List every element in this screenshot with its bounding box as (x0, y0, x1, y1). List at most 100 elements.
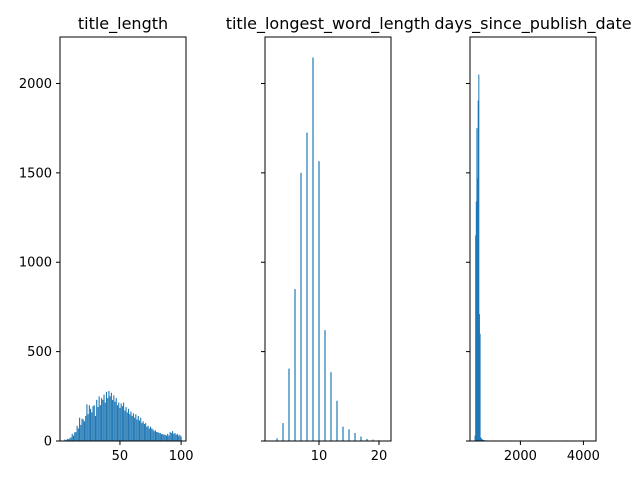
x-tick-label: 10 (311, 449, 328, 464)
y-tick-label: 1000 (19, 256, 52, 271)
histogram-bar (477, 178, 479, 441)
histogram-bar (75, 432, 77, 441)
x-tick-label: 50 (112, 449, 129, 464)
axes-frame (264, 36, 392, 442)
histogram-bar (153, 431, 155, 441)
histogram-bar (294, 289, 296, 441)
histogram-bar (180, 436, 182, 441)
histogram-bar (90, 408, 92, 441)
histogram-bar (324, 330, 326, 441)
subplot-title: days_since_publish_date (434, 14, 631, 34)
histogram-bar (312, 57, 314, 442)
x-tick-label: 2000 (504, 449, 537, 464)
histogram-bar (160, 434, 163, 441)
histogram-bar (478, 74, 480, 441)
histogram-bar (82, 419, 84, 441)
histogram-bar (105, 391, 108, 441)
histogram-bar (148, 428, 150, 441)
histogram-bar (85, 415, 87, 441)
histogram-bar (142, 421, 144, 441)
histogram-bar (300, 172, 302, 442)
histogram-bar (93, 405, 95, 441)
bar-series (64, 390, 182, 441)
histogram-bar (169, 432, 171, 441)
histogram-bar (68, 439, 70, 441)
histogram-bar (101, 398, 103, 441)
y-tick-label: 2000 (19, 77, 52, 92)
histogram-bar (178, 435, 180, 441)
histogram-bar (170, 432, 172, 441)
histogram-bar (482, 439, 484, 441)
histogram-bar (114, 401, 116, 441)
histogram-bar (167, 433, 169, 441)
histogram-bar (176, 433, 178, 441)
histogram-bar (162, 433, 164, 441)
histogram-bar (124, 410, 126, 441)
histogram-bar (119, 407, 121, 441)
histogram-bar (475, 201, 477, 441)
y-axis-ticks (466, 82, 470, 442)
histogram-bar (92, 406, 94, 441)
bar-series (474, 74, 591, 442)
histogram-bar (282, 423, 284, 441)
histogram-bar (131, 415, 133, 441)
y-tick-label: 0 (44, 435, 52, 450)
histogram-bar (151, 428, 153, 441)
histogram-bar (81, 418, 83, 441)
histogram-bar (136, 419, 138, 441)
y-tick-label: 500 (27, 345, 52, 360)
histogram-bar (104, 402, 106, 441)
histogram-bar (77, 428, 79, 441)
histogram-bar (76, 425, 78, 441)
histogram-bar (152, 429, 154, 441)
histogram-bar (276, 438, 278, 441)
histogram-bar (107, 398, 109, 441)
histogram-bar (66, 438, 68, 441)
histogram-bar (134, 417, 136, 441)
histogram-bar (96, 399, 98, 441)
y-axis-ticks (261, 82, 265, 442)
histogram-bar (164, 434, 166, 441)
histogram-bar (112, 399, 114, 441)
histogram-bar (103, 394, 105, 441)
histogram-bar (143, 424, 145, 441)
y-axis-ticks: 0 500 1000 1500 2000 (19, 77, 60, 450)
x-tick-label: 4000 (567, 449, 600, 464)
histogram-bar (175, 434, 177, 441)
histogram-bar (140, 417, 142, 441)
x-tick-label: 20 (371, 449, 388, 464)
histogram-bar (69, 438, 71, 441)
subplot-title: title_length (78, 14, 168, 34)
histogram-bar (372, 439, 374, 441)
histogram-bar (306, 132, 308, 441)
histogram-bar (157, 432, 159, 441)
histogram-bar (74, 432, 76, 441)
histogram-bar (91, 412, 93, 441)
histogram-bar (360, 436, 362, 441)
histogram-bar (179, 434, 181, 441)
subplot-title-length: title_length 50 100 0 500 1000 1500 2000 (19, 14, 194, 464)
histogram-bar (474, 435, 476, 441)
axes-frame (469, 36, 597, 442)
histogram-bar (80, 424, 82, 441)
histogram-bar (174, 432, 176, 441)
histogram-bar (70, 437, 72, 441)
histogram-bar (109, 396, 111, 441)
histogram-bar (480, 438, 482, 441)
histogram-bar (145, 423, 147, 441)
histogram-bar (165, 435, 167, 441)
x-tick-label: 100 (169, 449, 194, 464)
histogram-bar (158, 432, 160, 441)
histogram-bar (482, 439, 484, 441)
histogram-bar (288, 368, 290, 441)
histogram-bar (168, 435, 170, 441)
subplot-title: title_longest_word_length (226, 14, 431, 34)
histogram-bar (479, 333, 481, 441)
histogram-bar (137, 415, 139, 441)
histogram-bar (336, 400, 338, 441)
y-tick-label: 1500 (19, 166, 52, 181)
histogram-bar (72, 435, 75, 441)
histogram-bar (118, 402, 120, 441)
histogram-bar (125, 407, 127, 441)
